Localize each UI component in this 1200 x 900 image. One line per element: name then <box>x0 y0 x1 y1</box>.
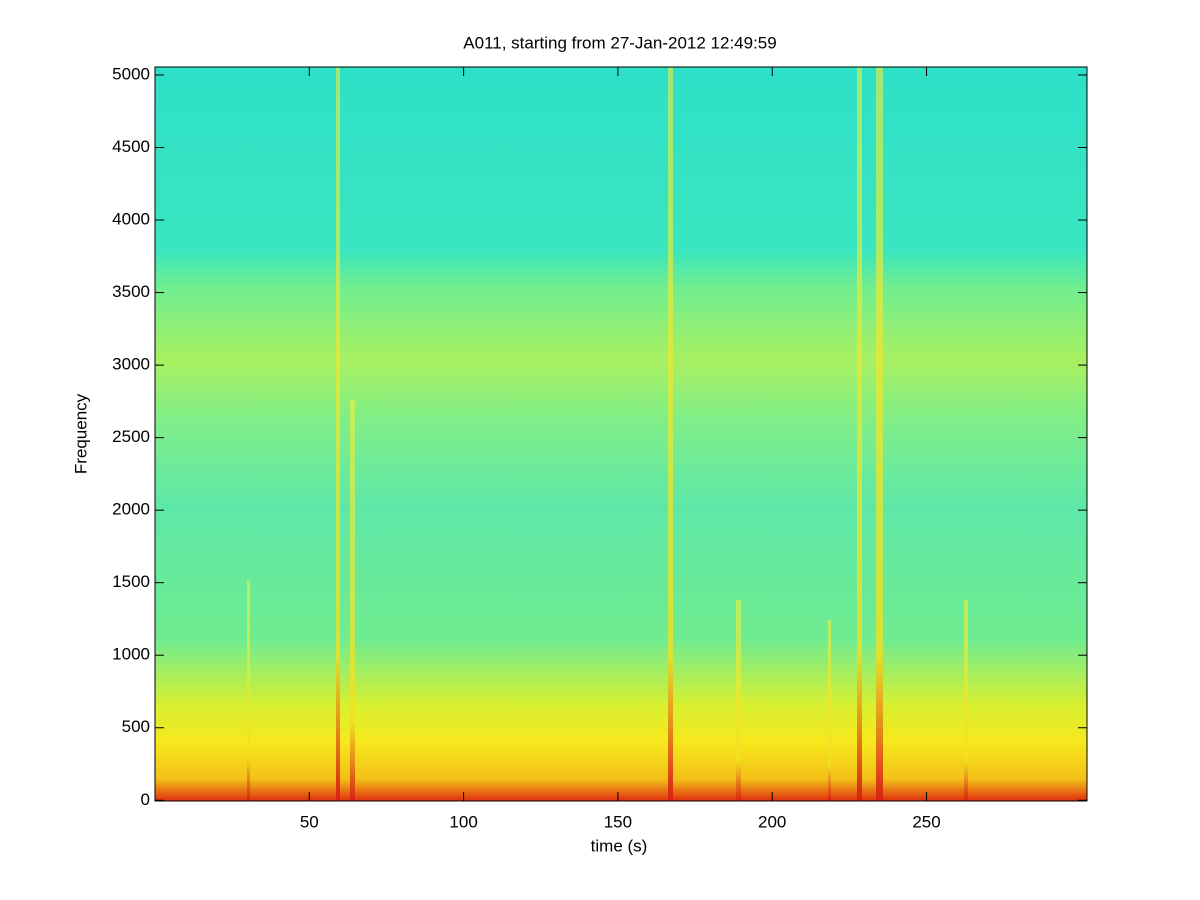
y-axis-label: Frequency <box>71 393 90 474</box>
spectrogram-image <box>155 67 1087 801</box>
axes-box <box>154 66 1088 802</box>
y-tick-label: 5000 <box>112 64 150 83</box>
x-tick-label: 150 <box>604 812 632 831</box>
y-tick-label: 3000 <box>112 355 150 374</box>
y-tick-label: 4500 <box>112 137 150 156</box>
y-tick-label: 2500 <box>112 427 150 446</box>
y-tick-label: 1000 <box>112 645 150 664</box>
x-tick-label: 50 <box>300 812 319 831</box>
chart-title: A011, starting from 27-Jan-2012 12:49:59 <box>463 33 776 52</box>
x-tick-label: 200 <box>758 812 786 831</box>
y-tick-label: 4000 <box>112 210 150 229</box>
x-axis-label: time (s) <box>591 836 648 855</box>
y-tick-label: 0 <box>141 790 150 809</box>
x-tick-label: 100 <box>449 812 477 831</box>
y-tick-label: 3500 <box>112 282 150 301</box>
y-tick-label: 1500 <box>112 572 150 591</box>
x-tick-label: 250 <box>912 812 940 831</box>
y-tick-label: 500 <box>122 717 150 736</box>
y-tick-label: 2000 <box>112 500 150 519</box>
